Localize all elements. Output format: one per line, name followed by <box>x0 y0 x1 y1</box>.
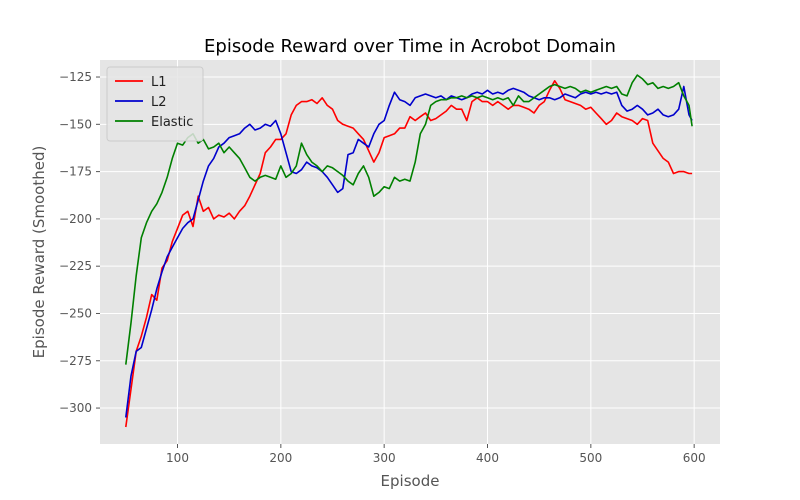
grid-lines <box>100 60 720 444</box>
x-tick-label: 200 <box>269 451 292 465</box>
x-tick-label: 100 <box>166 451 189 465</box>
legend: L1 L2 Elastic <box>106 66 204 142</box>
legend-label-l1: L1 <box>151 75 167 90</box>
x-axis-label: Episode <box>381 472 440 490</box>
y-tick-label: −300 <box>59 401 92 415</box>
x-tick-label: 500 <box>579 451 602 465</box>
x-tick-label: 400 <box>476 451 499 465</box>
y-tick-label: −150 <box>59 117 92 131</box>
y-tick-label: −125 <box>59 70 92 84</box>
x-tick-label: 300 <box>373 451 396 465</box>
legend-label-elastic: Elastic <box>151 115 193 130</box>
y-tick-label: −175 <box>59 165 92 179</box>
y-axis-label: Episode Reward (Smoothed) <box>30 146 48 359</box>
legend-box <box>106 66 204 142</box>
x-axis-ticks: 100 200 300 400 500 600 <box>166 444 706 465</box>
y-tick-label: −275 <box>59 354 92 368</box>
y-tick-label: −225 <box>59 259 92 273</box>
series-lines <box>125 74 693 428</box>
y-axis-ticks: −300 −275 −250 −225 −200 −175 −150 −125 <box>59 70 100 415</box>
chart-title: Episode Reward over Time in Acrobot Doma… <box>204 36 616 57</box>
y-tick-label: −200 <box>59 212 92 226</box>
legend-label-l2: L2 <box>151 95 167 110</box>
x-tick-label: 600 <box>683 451 706 465</box>
series-line-l1 <box>125 80 693 428</box>
series-line-elastic <box>125 74 693 365</box>
y-tick-label: −250 <box>59 306 92 320</box>
